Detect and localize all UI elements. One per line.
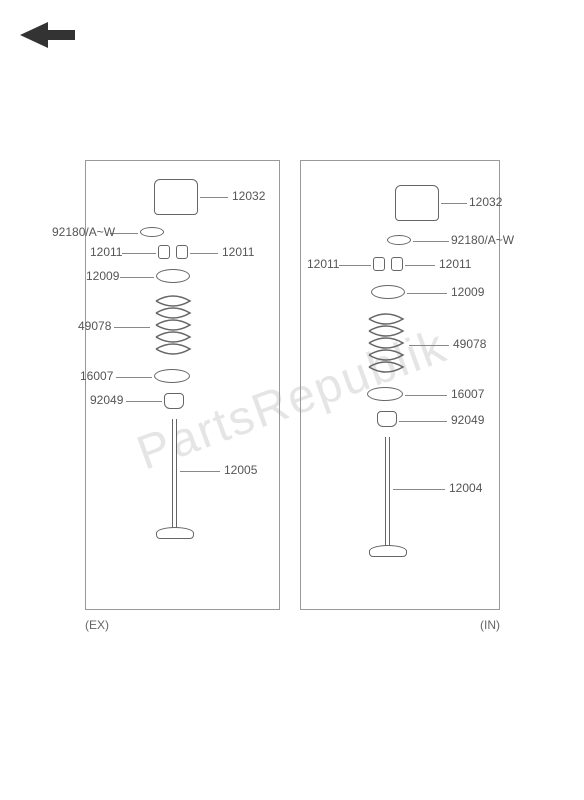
label-retainer: 12009 bbox=[451, 285, 484, 299]
part-tappet bbox=[395, 185, 439, 221]
part-valve-stem bbox=[385, 437, 390, 547]
leader-line bbox=[190, 253, 218, 254]
part-seat bbox=[367, 387, 403, 401]
part-shim bbox=[387, 235, 411, 245]
leader-line bbox=[180, 471, 220, 472]
part-retainer bbox=[156, 269, 190, 283]
leader-line bbox=[405, 395, 447, 396]
leader-line bbox=[393, 489, 445, 490]
label-shim: 92180/A~W bbox=[451, 233, 514, 247]
label-seal: 92049 bbox=[451, 413, 484, 427]
label-valve: 12005 bbox=[224, 463, 257, 477]
leader-line bbox=[399, 421, 447, 422]
part-valve-head bbox=[369, 545, 407, 557]
label-cotter-r: 12011 bbox=[439, 257, 471, 271]
part-cotter bbox=[373, 257, 385, 271]
part-cotter bbox=[176, 245, 188, 259]
leader-line bbox=[413, 241, 449, 242]
panel-label-ex: (EX) bbox=[85, 618, 109, 632]
panel-intake: 12032 92180/A~W 12011 12011 12009 49078 … bbox=[300, 160, 500, 610]
leader-line bbox=[407, 293, 447, 294]
leader-line bbox=[120, 277, 154, 278]
leader-line bbox=[114, 327, 150, 328]
part-spring bbox=[152, 295, 194, 357]
leader-line bbox=[200, 197, 228, 198]
part-seal bbox=[164, 393, 184, 409]
part-cotter bbox=[391, 257, 403, 271]
leader-line bbox=[409, 345, 449, 346]
label-spring: 49078 bbox=[78, 319, 111, 333]
label-retainer: 12009 bbox=[86, 269, 119, 283]
label-seat: 16007 bbox=[80, 369, 113, 383]
part-valve-stem bbox=[172, 419, 177, 529]
panel-exhaust: 12032 92180/A~W 12011 12011 12009 49078 … bbox=[85, 160, 280, 610]
part-seat bbox=[154, 369, 190, 383]
label-seal: 92049 bbox=[90, 393, 123, 407]
back-arrow-icon bbox=[20, 20, 80, 65]
leader-line bbox=[339, 265, 371, 266]
label-valve: 12004 bbox=[449, 481, 482, 495]
label-cotter-l: 12011 bbox=[90, 245, 122, 259]
part-cotter bbox=[158, 245, 170, 259]
part-tappet bbox=[154, 179, 198, 215]
leader-line bbox=[116, 377, 152, 378]
label-shim: 92180/A~W bbox=[52, 225, 115, 239]
part-shim bbox=[140, 227, 164, 237]
label-tappet: 12032 bbox=[469, 195, 502, 209]
leader-line bbox=[405, 265, 435, 266]
label-tappet: 12032 bbox=[232, 189, 265, 203]
label-seat: 16007 bbox=[451, 387, 484, 401]
part-valve-head bbox=[156, 527, 194, 539]
leader-line bbox=[126, 401, 162, 402]
label-cotter-l: 12011 bbox=[307, 257, 339, 271]
leader-line bbox=[441, 203, 467, 204]
leader-line bbox=[122, 253, 156, 254]
panel-label-in: (IN) bbox=[480, 618, 500, 632]
part-spring bbox=[365, 313, 407, 375]
part-retainer bbox=[371, 285, 405, 299]
part-seal bbox=[377, 411, 397, 427]
label-spring: 49078 bbox=[453, 337, 486, 351]
label-cotter-r: 12011 bbox=[222, 245, 254, 259]
